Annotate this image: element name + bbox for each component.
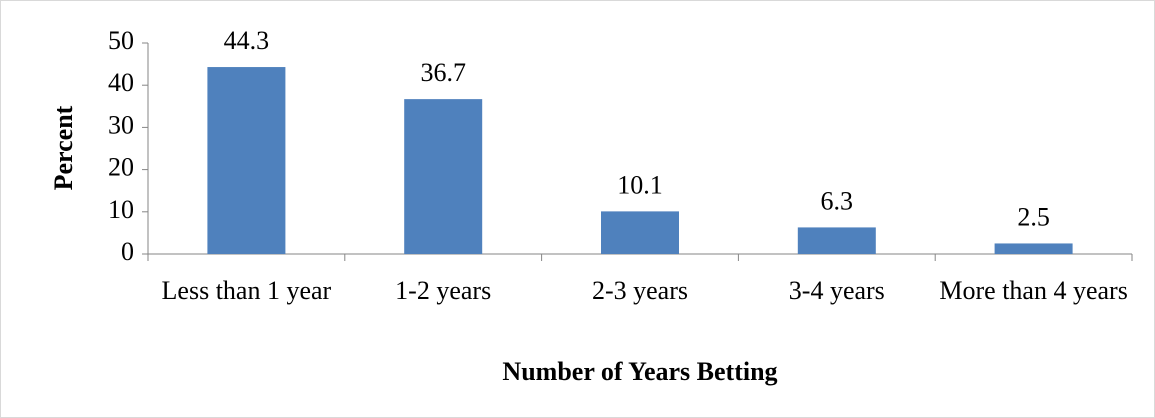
data-label: 6.3 [821,186,854,215]
x-tick-label-box: Less than 1 year [161,276,332,305]
x-tick-label-box: 1-2 years [395,276,492,305]
bar [797,227,876,254]
x-axis-title: Number of Years Betting [502,357,777,386]
bar [404,99,483,254]
data-label: 44.3 [224,26,270,55]
y-tick-label: 50 [108,26,134,55]
x-tick-label: More than 4 years [939,276,1128,305]
x-tick-label-box: 2-3 years [591,276,688,305]
data-label: 36.7 [420,58,466,87]
x-tick-label: 2-3 years [591,276,688,305]
x-tick-label: Less than 1 year [161,276,332,305]
x-tick-label: 3-4 years [788,276,885,305]
x-tick-label-box: 3-4 years [788,276,885,305]
y-tick-label: 20 [108,153,134,182]
data-label: 2.5 [1017,202,1050,231]
y-tick-label: 0 [121,237,134,266]
y-tick-label: 10 [108,195,134,224]
y-tick-label: 30 [108,110,134,139]
data-label: 10.1 [617,170,663,199]
y-axis-title: Percent [49,105,78,190]
x-tick-label: 1-2 years [395,276,492,305]
y-tick-label: 40 [108,68,134,97]
bar [994,243,1073,254]
x-tick-label-box: More than 4 years [939,276,1128,305]
bar [601,211,679,254]
bar [207,67,286,254]
